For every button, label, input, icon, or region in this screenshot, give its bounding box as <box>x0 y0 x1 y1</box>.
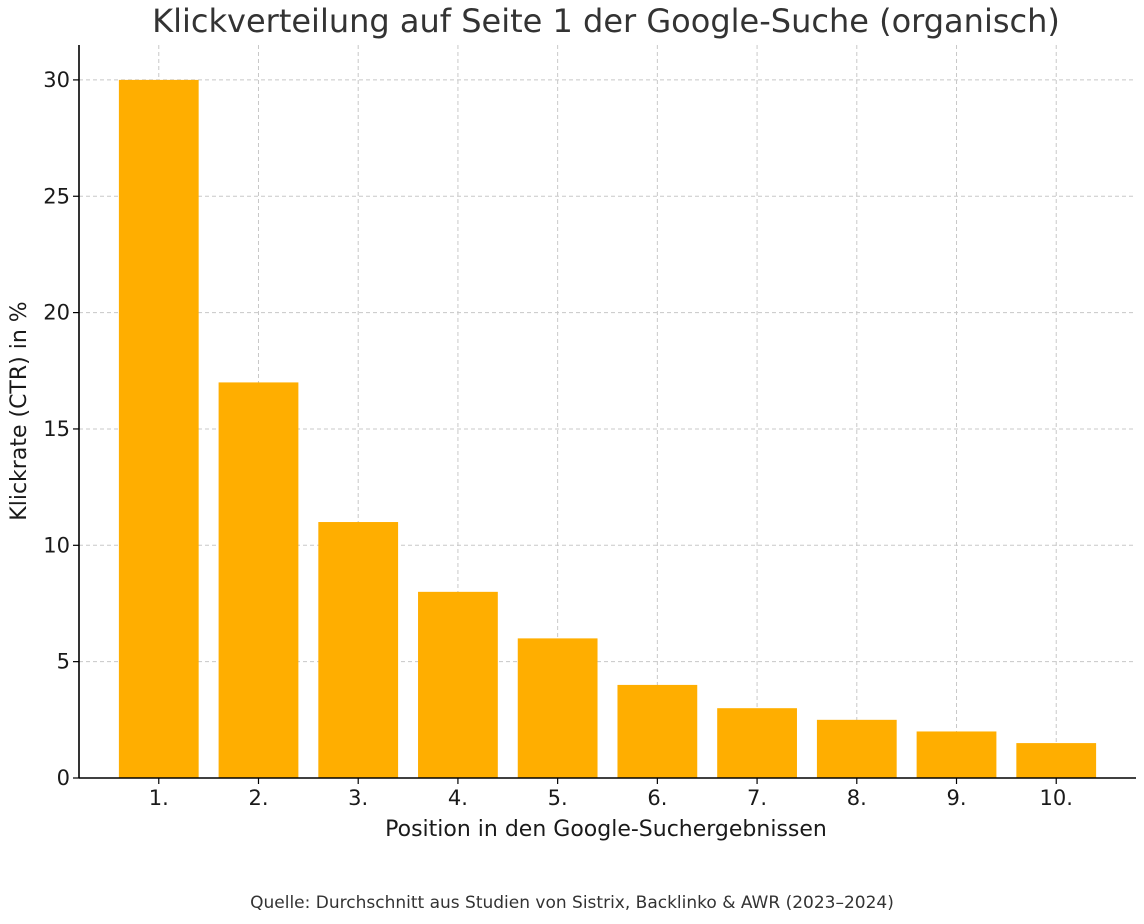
x-tick-label: 8. <box>847 786 867 810</box>
bar-position-8 <box>816 719 897 778</box>
x-tick-label: 4. <box>448 786 468 810</box>
x-tick-label: 1. <box>149 786 169 810</box>
y-tick-label: 5 <box>57 650 70 674</box>
y-tick-labels: 0 5 10 15 20 25 30 <box>43 68 70 790</box>
axes-layer <box>73 45 1136 784</box>
bar-position-5 <box>517 638 598 778</box>
y-tick-label: 10 <box>43 533 70 557</box>
x-tick-label: 3. <box>348 786 368 810</box>
bar-position-10 <box>1016 743 1097 778</box>
source-note: Quelle: Durchschnitt aus Studien von Sis… <box>250 893 894 913</box>
x-axis-label: Position in den Google-Suchergebnissen <box>385 817 827 842</box>
x-tick-label: 7. <box>747 786 767 810</box>
bar-position-2 <box>218 382 299 778</box>
x-tick-label: 6. <box>647 786 667 810</box>
bar-position-4 <box>418 591 498 778</box>
y-tick-label: 0 <box>57 766 70 790</box>
bar-position-7 <box>717 708 797 778</box>
bar-position-9 <box>916 731 997 778</box>
bar-position-1 <box>118 79 199 778</box>
y-axis-label: Klickrate (CTR) in % <box>7 301 32 520</box>
x-tick-label: 9. <box>946 786 966 810</box>
x-tick-label: 2. <box>248 786 268 810</box>
bar-position-6 <box>617 684 698 778</box>
y-tick-label: 30 <box>43 68 70 92</box>
x-tick-label: 5. <box>548 786 568 810</box>
bars-layer <box>118 79 1097 778</box>
x-tick-label: 10. <box>1040 786 1073 810</box>
chart-title: Klickverteilung auf Seite 1 der Google-S… <box>152 2 1060 40</box>
y-tick-label: 15 <box>43 417 70 441</box>
y-tick-label: 25 <box>43 184 70 208</box>
x-tick-labels: 1. 2. 3. 4. 5. 6. 7. 8. 9. 10. <box>149 786 1073 810</box>
bar-position-3 <box>318 522 399 778</box>
y-tick-label: 20 <box>43 301 70 325</box>
